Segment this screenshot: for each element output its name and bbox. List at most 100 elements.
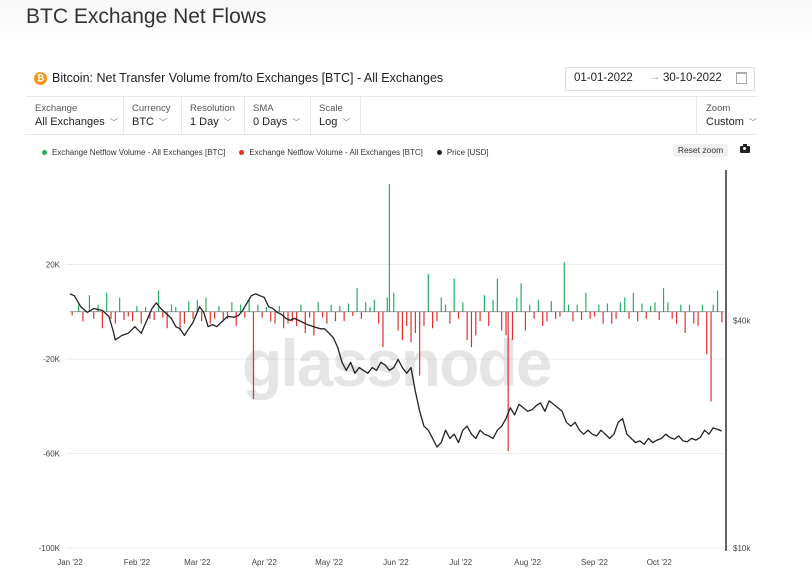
- legend-dot-black: [436, 150, 442, 155]
- zoom-select[interactable]: Zoom Custom ﹀: [696, 97, 758, 134]
- inflow-bar: [585, 292, 587, 312]
- currency-label: Currency: [132, 103, 171, 114]
- inflow-bar: [537, 299, 539, 312]
- inflow-bar: [619, 302, 621, 312]
- inflow-bar: [119, 297, 121, 312]
- inflow-bar: [356, 288, 358, 312]
- outflow-bar: [110, 311, 112, 319]
- inflow-bar: [427, 273, 429, 312]
- inflow-bar: [444, 304, 447, 312]
- scale-select[interactable]: Scale Log ﹀: [310, 97, 361, 134]
- inflow-bar: [688, 304, 691, 312]
- y-tick-label: -20K: [43, 355, 61, 364]
- outflow-bar: [326, 311, 328, 324]
- legend-item-outflow[interactable]: Exchange Netflow Volume - All Exchanges …: [239, 148, 423, 157]
- outflow-bar: [505, 311, 507, 336]
- inflow-bar: [205, 297, 207, 312]
- outflow-bar: [140, 311, 142, 324]
- outflow-bar: [501, 311, 503, 331]
- inflow-bar: [386, 297, 388, 312]
- resolution-select[interactable]: Resolution 1 Day ﹀: [181, 97, 245, 134]
- inflow-bar: [170, 304, 173, 312]
- camera-icon[interactable]: [740, 144, 750, 153]
- outflow-bar: [475, 311, 477, 336]
- sma-value[interactable]: 0 Days ﹀: [253, 116, 300, 128]
- inflow-bar: [516, 297, 518, 312]
- scale-value[interactable]: Log ﹀: [319, 116, 350, 128]
- inflow-bar: [144, 307, 147, 312]
- controls-bar: Exchange All Exchanges ﹀ Currency BTC ﹀ Re…: [26, 96, 757, 135]
- currency-value[interactable]: BTC ﹀: [132, 116, 167, 128]
- legend-item-inflow[interactable]: Exchange Netflow Volume - All Exchanges …: [42, 148, 225, 157]
- scale-value-text: Log: [319, 116, 338, 128]
- x-tick-label: Sep '22: [581, 558, 608, 567]
- watermark: glassnode: [242, 326, 551, 400]
- outflow-bar: [397, 311, 399, 331]
- outflow-bar: [611, 311, 613, 324]
- y-right-tick-label: $40k: [733, 316, 751, 325]
- outflow-bar: [488, 311, 490, 326]
- currency-select[interactable]: Currency BTC ﹀: [123, 97, 182, 134]
- inflow-bar: [188, 301, 190, 312]
- inflow-bar: [650, 305, 652, 312]
- outflow-bar: [533, 311, 535, 319]
- legend-item-price[interactable]: Price [USD]: [436, 148, 489, 157]
- inflow-bar: [347, 303, 350, 312]
- outflow-bar: [123, 311, 125, 321]
- outflow-bar: [684, 311, 686, 334]
- resolution-value-text: 1 Day: [190, 116, 219, 128]
- outflow-bar: [542, 311, 544, 326]
- outflow-bar: [436, 311, 438, 322]
- outflow-bar: [334, 311, 337, 322]
- resolution-value[interactable]: 1 Day ﹀: [190, 116, 232, 128]
- inflow-bar: [157, 290, 160, 312]
- outflow-bar: [406, 311, 408, 326]
- outflow-bar: [382, 311, 384, 348]
- exchange-select[interactable]: Exchange All Exchanges ﹀: [26, 97, 124, 134]
- inflow-bar: [680, 304, 682, 312]
- inflow-bar: [218, 305, 220, 312]
- outflow-bar: [710, 311, 712, 402]
- inflow-bar: [563, 262, 565, 312]
- inflow-bar: [196, 299, 198, 312]
- outflow-bar: [261, 311, 263, 318]
- exchange-label: Exchange: [35, 103, 78, 114]
- outflow-bar: [274, 311, 276, 324]
- outflow-bar: [360, 311, 362, 319]
- outflow-bar: [414, 311, 416, 334]
- outflow-bar: [270, 311, 272, 322]
- chevron-down-icon: ﹀: [342, 118, 351, 127]
- inflow-bar: [667, 302, 669, 312]
- resolution-label: Resolution: [190, 103, 235, 114]
- date-range-arrow: →: [649, 71, 661, 83]
- chevron-down-icon: ﹀: [748, 118, 757, 127]
- outflow-bar: [470, 311, 473, 348]
- outflow-bar: [291, 311, 293, 322]
- sma-select[interactable]: SMA 0 Days ﹀: [244, 97, 311, 134]
- outflow-bar: [222, 311, 224, 322]
- x-tick-label: Aug '22: [514, 558, 541, 567]
- inflow-bar: [365, 302, 367, 312]
- date-to[interactable]: 30-10-2022: [663, 72, 722, 84]
- outflow-bar: [706, 311, 708, 355]
- outflow-bar: [352, 311, 354, 317]
- exchange-value[interactable]: All Exchanges ﹀: [35, 116, 118, 128]
- calendar-icon[interactable]: [736, 72, 747, 84]
- outflow-bar: [589, 311, 591, 319]
- outflow-bar: [308, 311, 311, 318]
- date-from[interactable]: 01-01-2022: [574, 72, 633, 84]
- outflow-bar: [131, 311, 134, 322]
- outflow-bar: [628, 311, 630, 319]
- outflow-bar: [580, 311, 583, 321]
- reset-zoom-button[interactable]: Reset zoom: [673, 144, 728, 157]
- chart-legend: Exchange Netflow Volume - All Exchanges …: [42, 148, 503, 157]
- date-range-picker[interactable]: 01-01-2022 → 30-10-2022: [565, 67, 755, 91]
- outflow-bar: [201, 311, 203, 322]
- outflow-bar: [457, 311, 460, 319]
- outflow-bar: [93, 311, 95, 319]
- chart-grid: [66, 264, 724, 549]
- inflow-bar: [483, 295, 486, 312]
- outflow-bar: [71, 311, 73, 316]
- zoom-value[interactable]: Custom ﹀: [706, 116, 757, 128]
